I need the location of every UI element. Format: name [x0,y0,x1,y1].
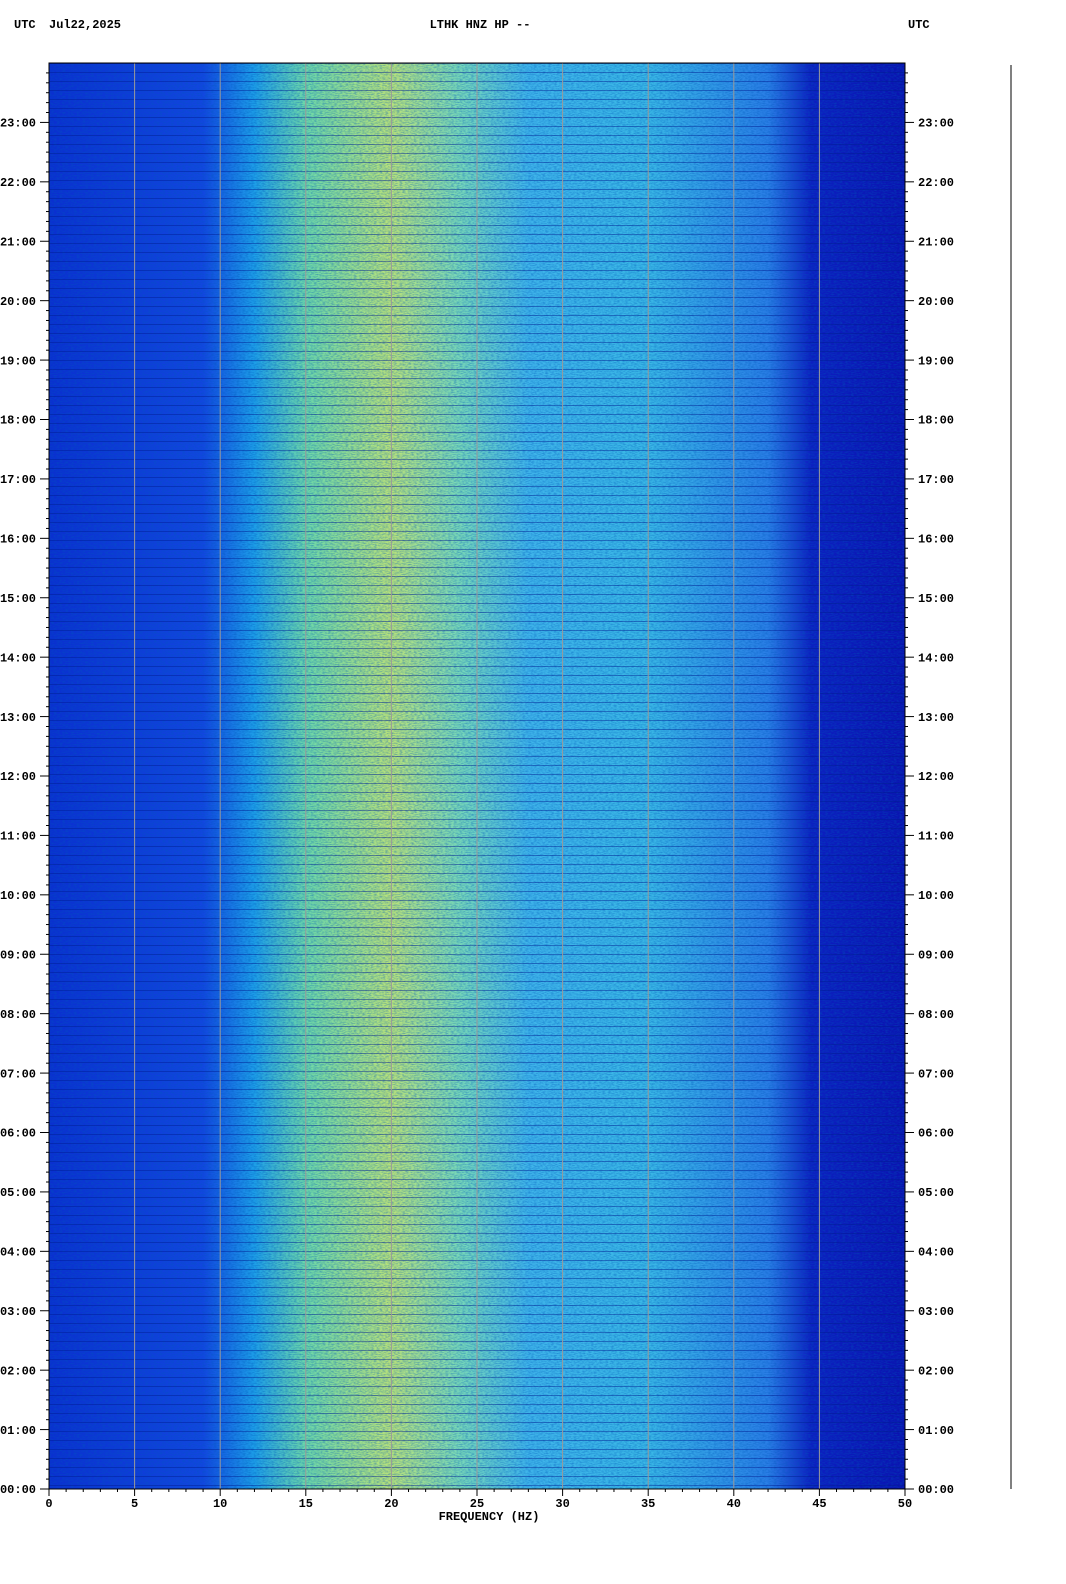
y-tick-label: 11:00 [918,830,954,844]
x-tick-label: 25 [470,1497,484,1511]
y-tick-label: 14:00 [0,651,36,665]
y-tick-label: 13:00 [0,711,36,725]
y-tick-label: 03:00 [918,1305,954,1319]
y-tick-label: 18:00 [0,414,36,428]
x-tick-label: 0 [45,1497,52,1511]
timezone-right: UTC [908,18,930,32]
y-tick-label: 04:00 [918,1246,954,1260]
y-tick-label: 06:00 [0,1127,36,1141]
y-tick-label: 04:00 [0,1246,36,1260]
chart-title: LTHK HNZ HP -- [430,18,531,32]
x-tick-label: 30 [555,1497,569,1511]
x-tick-label: 40 [727,1497,741,1511]
y-tick-label: 07:00 [918,1067,954,1081]
x-tick-label: 50 [898,1497,912,1511]
y-tick-label: 08:00 [918,1008,954,1022]
y-tick-label: 20:00 [918,295,954,309]
x-tick-label: 20 [384,1497,398,1511]
y-tick-label: 11:00 [0,830,36,844]
y-tick-label: 15:00 [0,592,36,606]
y-tick-label: 05:00 [918,1186,954,1200]
x-tick-label: 45 [812,1497,826,1511]
y-tick-label: 18:00 [918,414,954,428]
y-tick-label: 07:00 [0,1067,36,1081]
y-tick-label: 23:00 [918,117,954,131]
date: Jul22,2025 [49,18,121,32]
y-tick-label: 21:00 [0,235,36,249]
x-tick-label: 35 [641,1497,655,1511]
x-tick-label: 15 [299,1497,313,1511]
y-tick-label: 12:00 [0,770,36,784]
y-tick-label: 01:00 [918,1424,954,1438]
y-tick-label: 15:00 [918,592,954,606]
y-tick-label: 16:00 [0,533,36,547]
x-tick-label: 5 [131,1497,138,1511]
y-tick-label: 12:00 [918,770,954,784]
plot-frame [48,62,906,1490]
timezone-left: UTC [14,18,36,32]
y-tick-label: 02:00 [0,1364,36,1378]
x-axis-label: FREQUENCY (HZ) [439,1510,540,1524]
y-tick-label: 22:00 [0,176,36,190]
y-tick-label: 02:00 [918,1364,954,1378]
y-tick-label: 10:00 [918,889,954,903]
y-tick-label: 19:00 [918,354,954,368]
y-tick-label: 19:00 [0,354,36,368]
y-tick-label: 09:00 [0,948,36,962]
y-tick-label: 17:00 [918,473,954,487]
y-tick-label: 09:00 [918,948,954,962]
y-tick-label: 17:00 [0,473,36,487]
y-tick-label: 10:00 [0,889,36,903]
y-tick-label: 21:00 [918,235,954,249]
y-tick-label: 06:00 [918,1127,954,1141]
y-tick-label: 08:00 [0,1008,36,1022]
y-tick-label: 20:00 [0,295,36,309]
y-tick-label: 00:00 [0,1483,36,1497]
x-tick-label: 10 [213,1497,227,1511]
y-tick-label: 16:00 [918,533,954,547]
y-tick-label: 05:00 [0,1186,36,1200]
y-tick-label: 14:00 [918,651,954,665]
y-tick-label: 01:00 [0,1424,36,1438]
y-tick-label: 13:00 [918,711,954,725]
y-tick-label: 03:00 [0,1305,36,1319]
y-tick-label: 00:00 [918,1483,954,1497]
y-tick-label: 23:00 [0,117,36,131]
y-tick-label: 22:00 [918,176,954,190]
